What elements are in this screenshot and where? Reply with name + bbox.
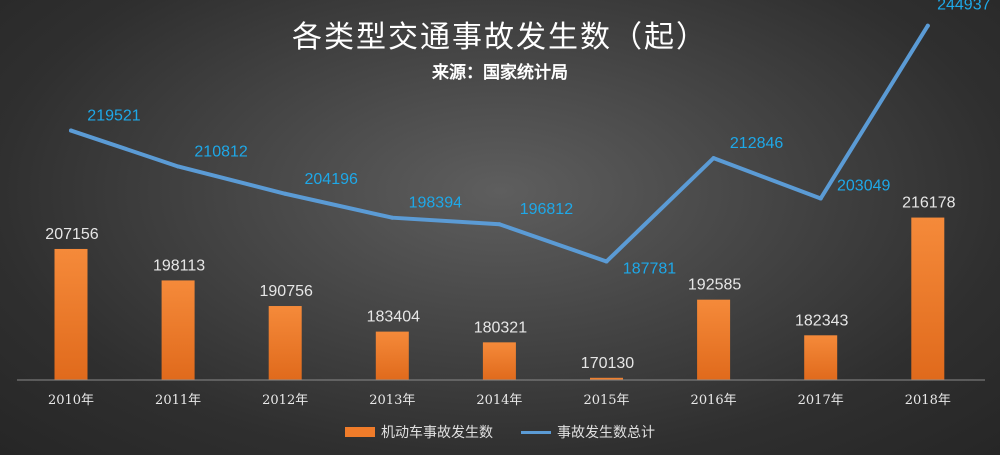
x-tick-label: 2014年 [476,393,522,408]
line-point-4 [497,222,502,227]
line-point-3 [390,215,395,220]
legend-label-line: 事故发生数总计 [557,425,655,441]
line-point-2 [283,191,288,196]
legend-item-bar: 机动车事故发生数 [345,422,493,442]
x-tick-label: 2018年 [905,393,951,408]
line-value-label: 244937 [937,0,990,14]
bar-5 [590,377,623,380]
x-tick-label: 2013年 [369,393,415,408]
bar-value-label: 192585 [688,277,741,294]
x-tick-label: 2017年 [798,393,844,408]
bar-value-label: 207156 [45,226,98,243]
bar-value-label: 216178 [902,195,955,212]
bar-value-label: 180321 [474,319,527,336]
bar-value-label: 170130 [581,355,634,372]
line-point-1 [176,164,181,169]
x-tick-label: 2015年 [583,393,629,408]
legend-swatch-line [521,430,551,434]
chart-legend: 机动车事故发生数 事故发生数总计 [0,422,1000,442]
line-value-label: 210812 [194,143,247,160]
chart-subtitle: 来源：国家统计局 [432,63,568,83]
line-point-6 [711,156,716,161]
bar-value-label: 190756 [260,283,313,300]
bar-value-label: 183404 [367,309,420,326]
bar-value-label: 198113 [153,257,205,274]
line-value-label: 203049 [837,177,890,194]
line-value-label: 198394 [409,195,462,212]
bar-6 [697,299,731,380]
line-value-label: 187781 [623,260,676,277]
line-value-label: 204196 [305,171,358,188]
legend-swatch-bar [345,427,375,437]
legend-item-line: 事故发生数总计 [521,422,655,442]
bar-8 [911,217,945,380]
legend-label-bar: 机动车事故发生数 [381,425,493,441]
x-tick-label: 2012年 [262,393,308,408]
bar-value-label: 182343 [795,312,848,329]
line-value-label: 212846 [730,135,783,152]
line-point-5 [604,259,609,264]
bar-7 [804,335,838,380]
x-tick-label: 2011年 [155,393,201,408]
bar-3 [375,331,409,380]
line-point-8 [925,23,930,28]
bar-4 [482,342,516,380]
line-point-7 [818,196,823,201]
bar-0 [54,248,88,380]
bar-1 [161,280,195,380]
line-point-0 [69,128,73,133]
line-value-label: 196812 [520,201,573,218]
x-tick-label: 2010年 [48,393,94,408]
x-tick-label: 2016年 [691,393,737,408]
chart-title: 各类型交通事故发生数（起） [292,20,708,55]
bar-2 [268,306,302,380]
line-value-label: 219521 [87,108,140,125]
